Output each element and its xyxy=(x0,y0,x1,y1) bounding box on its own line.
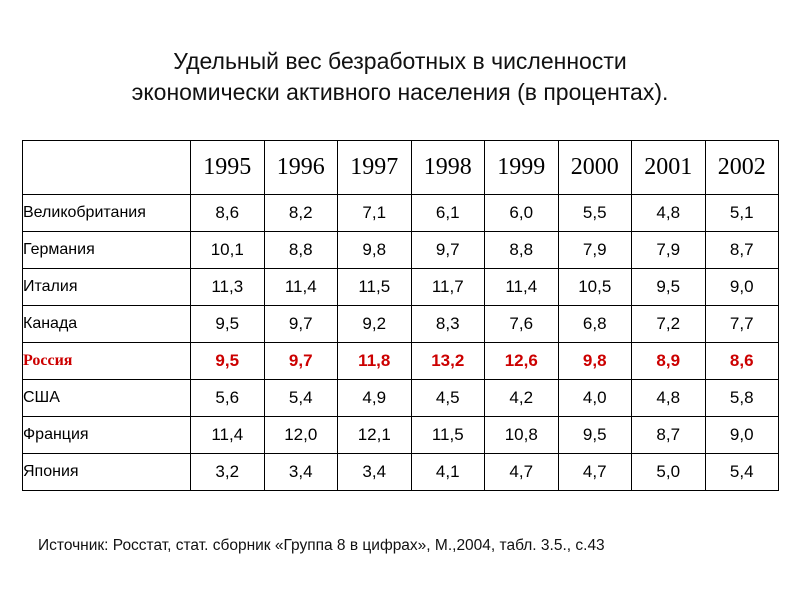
table-row: Великобритания 8,6 8,2 7,1 6,1 6,0 5,5 4,8 5,1 xyxy=(22,194,779,232)
table-row: Япония 3,2 3,4 3,4 4,1 4,7 4,7 5,0 5,4 xyxy=(22,453,779,491)
value-cell: 9,8 xyxy=(557,342,632,380)
value-cell: 8,9 xyxy=(631,342,706,380)
country-cell: Италия xyxy=(22,268,191,306)
year-header-2000: 2000 xyxy=(557,140,632,195)
value-cell: 4,7 xyxy=(484,453,559,491)
table-row: Италия 11,3 11,4 11,5 11,7 11,4 10,5 9,5 9,0 xyxy=(22,268,779,306)
value-cell: 6,1 xyxy=(410,194,485,232)
title-line-2: экономически активного населения (в проц… xyxy=(131,79,669,105)
value-cell: 9,0 xyxy=(704,268,779,306)
value-cell: 10,8 xyxy=(484,416,559,454)
value-cell: 9,5 xyxy=(557,416,632,454)
table-row: Россия 9,5 9,7 11,8 13,2 12,6 9,8 8,9 8,6 xyxy=(22,342,779,380)
value-cell: 8,2 xyxy=(263,194,338,232)
value-cell: 8,8 xyxy=(484,231,559,269)
value-cell: 12,0 xyxy=(263,416,338,454)
year-header-2001: 2001 xyxy=(631,140,706,195)
table-row: Франция 11,4 12,0 12,1 11,5 10,8 9,5 8,7 9,0 xyxy=(22,416,779,454)
value-cell: 5,4 xyxy=(263,379,338,417)
value-cell: 5,0 xyxy=(631,453,706,491)
value-cell: 6,8 xyxy=(557,305,632,343)
value-cell: 11,4 xyxy=(484,268,559,306)
value-cell: 6,0 xyxy=(484,194,559,232)
value-cell: 7,2 xyxy=(631,305,706,343)
value-cell: 4,9 xyxy=(337,379,412,417)
value-cell: 5,1 xyxy=(704,194,779,232)
title-line-1: Удельный вес безработных в численности xyxy=(173,48,627,74)
value-cell: 11,3 xyxy=(190,268,265,306)
value-cell: 12,6 xyxy=(484,342,559,380)
value-cell: 9,8 xyxy=(337,231,412,269)
country-cell: Канада xyxy=(22,305,191,343)
year-header-1998: 1998 xyxy=(410,140,485,195)
country-cell: США xyxy=(22,379,191,417)
value-cell: 5,6 xyxy=(190,379,265,417)
value-cell: 5,5 xyxy=(557,194,632,232)
value-cell: 12,1 xyxy=(337,416,412,454)
source-note: Источник: Росстат, стат. сборник «Группа… xyxy=(38,537,605,554)
value-cell: 9,5 xyxy=(190,305,265,343)
country-cell: Япония xyxy=(22,453,191,491)
unemployment-table: 1995 1996 1997 1998 1999 2000 2001 2002 Великоб… xyxy=(22,140,779,491)
table-body: Великобритания 8,6 8,2 7,1 6,1 6,0 5,5 4,8 5,1 Ге… xyxy=(22,194,779,491)
value-cell: 4,8 xyxy=(631,379,706,417)
value-cell: 9,0 xyxy=(704,416,779,454)
value-cell: 11,5 xyxy=(410,416,485,454)
value-cell: 3,2 xyxy=(190,453,265,491)
value-cell: 4,8 xyxy=(631,194,706,232)
value-cell: 4,0 xyxy=(557,379,632,417)
value-cell: 11,4 xyxy=(263,268,338,306)
country-cell: Россия xyxy=(22,342,191,380)
value-cell: 9,7 xyxy=(410,231,485,269)
table-row: США 5,6 5,4 4,9 4,5 4,2 4,0 4,8 5,8 xyxy=(22,379,779,417)
value-cell: 5,4 xyxy=(704,453,779,491)
value-cell: 7,9 xyxy=(557,231,632,269)
value-cell: 7,6 xyxy=(484,305,559,343)
value-cell: 9,2 xyxy=(337,305,412,343)
value-cell: 13,2 xyxy=(410,342,485,380)
value-cell: 4,2 xyxy=(484,379,559,417)
table-row: Германия 10,1 8,8 9,8 9,7 8,8 7,9 7,9 8,7 xyxy=(22,231,779,269)
value-cell: 11,4 xyxy=(190,416,265,454)
year-header-1996: 1996 xyxy=(263,140,338,195)
value-cell: 5,8 xyxy=(704,379,779,417)
value-cell: 8,7 xyxy=(631,416,706,454)
year-header-1997: 1997 xyxy=(337,140,412,195)
country-cell: Великобритания xyxy=(22,194,191,232)
value-cell: 9,7 xyxy=(263,305,338,343)
country-cell: Франция xyxy=(22,416,191,454)
page-title: Удельный вес безработных в численности э… xyxy=(0,46,800,108)
value-cell: 4,5 xyxy=(410,379,485,417)
value-cell: 9,5 xyxy=(631,268,706,306)
value-cell: 8,6 xyxy=(704,342,779,380)
value-cell: 11,5 xyxy=(337,268,412,306)
value-cell: 11,7 xyxy=(410,268,485,306)
year-header-1999: 1999 xyxy=(484,140,559,195)
value-cell: 10,5 xyxy=(557,268,632,306)
value-cell: 7,1 xyxy=(337,194,412,232)
value-cell: 3,4 xyxy=(263,453,338,491)
value-cell: 9,5 xyxy=(190,342,265,380)
value-cell: 8,7 xyxy=(704,231,779,269)
value-cell: 8,6 xyxy=(190,194,265,232)
year-header-1995: 1995 xyxy=(190,140,265,195)
value-cell: 7,7 xyxy=(704,305,779,343)
year-header-2002: 2002 xyxy=(704,140,779,195)
value-cell: 11,8 xyxy=(337,342,412,380)
value-cell: 8,8 xyxy=(263,231,338,269)
value-cell: 8,3 xyxy=(410,305,485,343)
value-cell: 7,9 xyxy=(631,231,706,269)
value-cell: 9,7 xyxy=(263,342,338,380)
country-cell: Германия xyxy=(22,231,191,269)
value-cell: 4,1 xyxy=(410,453,485,491)
value-cell: 3,4 xyxy=(337,453,412,491)
table-corner-cell xyxy=(22,140,191,195)
value-cell: 10,1 xyxy=(190,231,265,269)
table-header-row: 1995 1996 1997 1998 1999 2000 2001 2002 xyxy=(22,140,779,195)
table-row: Канада 9,5 9,7 9,2 8,3 7,6 6,8 7,2 7,7 xyxy=(22,305,779,343)
value-cell: 4,7 xyxy=(557,453,632,491)
